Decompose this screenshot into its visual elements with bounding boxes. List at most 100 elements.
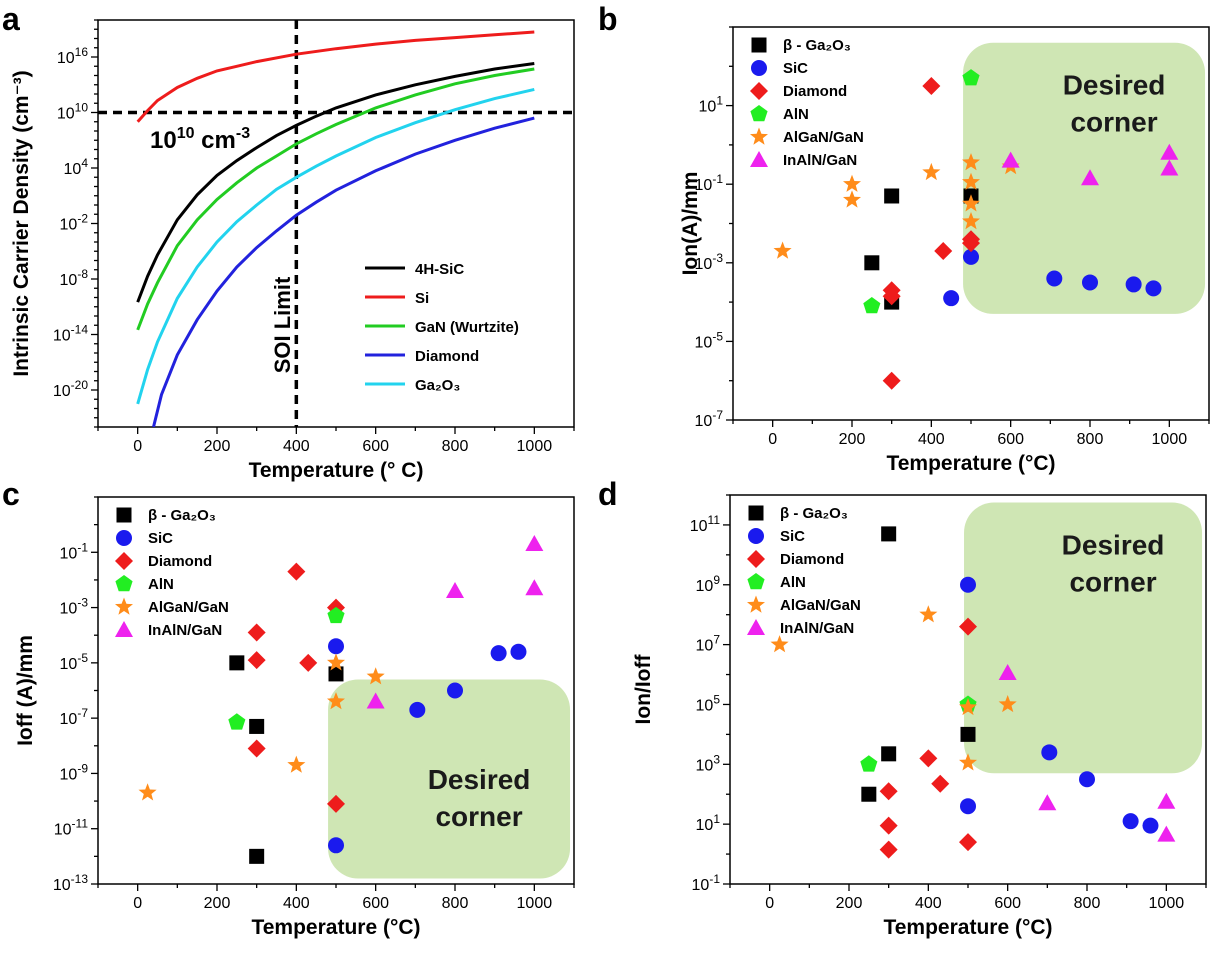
legend-label: Ga₂O₃ <box>415 377 460 394</box>
legend-label: Si <box>415 290 429 307</box>
y-tick-label: 10-1 <box>692 872 721 894</box>
triangle-marker <box>1081 169 1099 186</box>
y-axis-title: Ion/Ioff <box>632 654 655 725</box>
panel-d: d Desired corner 0 200 400 600 800 1000 10-1 101 10… <box>598 476 1207 939</box>
triangle-marker <box>1001 151 1020 168</box>
panel-a: a 0 200 400 600 800 1000 10-20 10-14 10-8 10-2 104 1… <box>2 1 575 482</box>
y-tick-label: 109 <box>696 573 721 595</box>
star-marker <box>959 753 977 771</box>
x-tick-label: 800 <box>1077 431 1104 448</box>
x-tick-label: 600 <box>994 895 1021 912</box>
legend-label: InAlN/GaN <box>148 622 222 639</box>
panel-b: b Desired corner 0 200 400 600 800 1000 10-7 10-5 1… <box>598 1 1210 475</box>
diamond-marker <box>882 371 901 390</box>
square-marker <box>748 505 764 521</box>
legend-label: SiC <box>780 528 805 545</box>
square-marker <box>249 848 265 864</box>
pentagon-marker <box>747 573 765 590</box>
star-marker <box>843 174 861 192</box>
pentagon-marker <box>863 297 881 314</box>
legend-label: AlGaN/GaN <box>148 599 229 616</box>
star-marker <box>959 698 977 716</box>
circle-marker <box>447 682 463 699</box>
star-marker <box>962 212 980 230</box>
x-tick-label: 0 <box>768 431 777 448</box>
circle-marker <box>328 638 344 655</box>
y-tick-label: 10-2 <box>60 212 89 234</box>
plot-area <box>773 69 1179 390</box>
x-tick-label: 0 <box>765 895 774 912</box>
circle-marker <box>960 576 976 593</box>
series-line <box>136 62 535 303</box>
diamond-marker <box>922 76 941 95</box>
star-marker <box>962 153 980 171</box>
x-tick-label: 200 <box>204 438 231 455</box>
legend-label: InAlN/GaN <box>780 620 854 637</box>
circle-marker <box>1142 817 1159 834</box>
circle-marker <box>1082 274 1098 291</box>
diamond-marker <box>247 739 266 758</box>
diamond-marker <box>247 623 266 642</box>
pentagon-marker <box>228 713 246 730</box>
diamond-marker <box>750 82 768 100</box>
pentagon-marker <box>860 755 878 772</box>
diamond-marker <box>959 617 977 636</box>
x-tick-label: 400 <box>915 895 942 912</box>
y-axis-title: Ion(A)/mm <box>679 172 702 276</box>
y-tick-label: 107 <box>696 633 721 655</box>
desired-corner-label: Desired <box>1063 70 1166 101</box>
square-marker <box>229 655 245 671</box>
x-tick-label: 400 <box>283 895 310 912</box>
square-marker <box>116 507 132 523</box>
square-marker <box>864 255 880 271</box>
triangle-marker <box>1038 794 1057 811</box>
star-marker <box>919 605 938 623</box>
x-tick-label: 400 <box>918 431 945 448</box>
y-tick-label: 10-7 <box>60 706 89 728</box>
y-tick-label: 10-13 <box>53 872 88 894</box>
circle-marker <box>1046 270 1063 287</box>
circle-marker <box>328 837 344 854</box>
square-marker <box>861 786 877 802</box>
x-tick-label: 600 <box>997 431 1024 448</box>
circle-marker <box>510 643 527 660</box>
square-marker <box>881 526 897 542</box>
desired-corner-region <box>964 502 1203 774</box>
circle-marker <box>1125 276 1142 293</box>
star-marker <box>843 190 861 208</box>
triangle-marker <box>446 581 464 598</box>
legend-label: AlN <box>148 576 174 593</box>
y-tick-label: 1010 <box>57 101 88 123</box>
x-tick-label: 600 <box>362 438 389 455</box>
circle-marker <box>1145 280 1162 297</box>
x-tick-label: 200 <box>839 431 866 448</box>
x-tick-label: 800 <box>442 895 469 912</box>
diamond-marker <box>882 287 901 306</box>
diamond-marker <box>115 552 133 570</box>
diamond-marker <box>247 651 266 670</box>
legend-label: β - Ga₂O₃ <box>783 37 851 54</box>
x-tick-label: 800 <box>442 438 469 455</box>
x-tick-label: 200 <box>204 895 231 912</box>
threshold-label: 1010 cm-3 <box>150 125 250 154</box>
y-tick-label: 1016 <box>57 45 88 67</box>
legend-label: AlGaN/GaN <box>780 597 861 614</box>
legend-label: AlGaN/GaN <box>783 129 864 146</box>
diamond-marker <box>879 840 898 859</box>
desired-corner-region <box>963 42 1206 314</box>
panel-letter: b <box>598 1 618 37</box>
desired-corner-label: Desired <box>1062 529 1165 560</box>
triangle-marker <box>1160 159 1179 176</box>
series-line <box>136 67 535 331</box>
square-marker <box>881 746 897 762</box>
y-tick-label: 10-11 <box>54 817 89 839</box>
circle-marker <box>1122 813 1139 830</box>
panel-letter: d <box>598 476 618 512</box>
desired-corner-label: Desired <box>428 764 531 795</box>
star-marker <box>747 595 765 613</box>
diamond-marker <box>919 749 938 768</box>
plot-area <box>138 534 544 864</box>
y-tick-label: 103 <box>696 752 721 774</box>
y-axis-title: Intrinsic Carrier Density (cm⁻³) <box>10 70 33 376</box>
diamond-marker <box>959 833 977 852</box>
